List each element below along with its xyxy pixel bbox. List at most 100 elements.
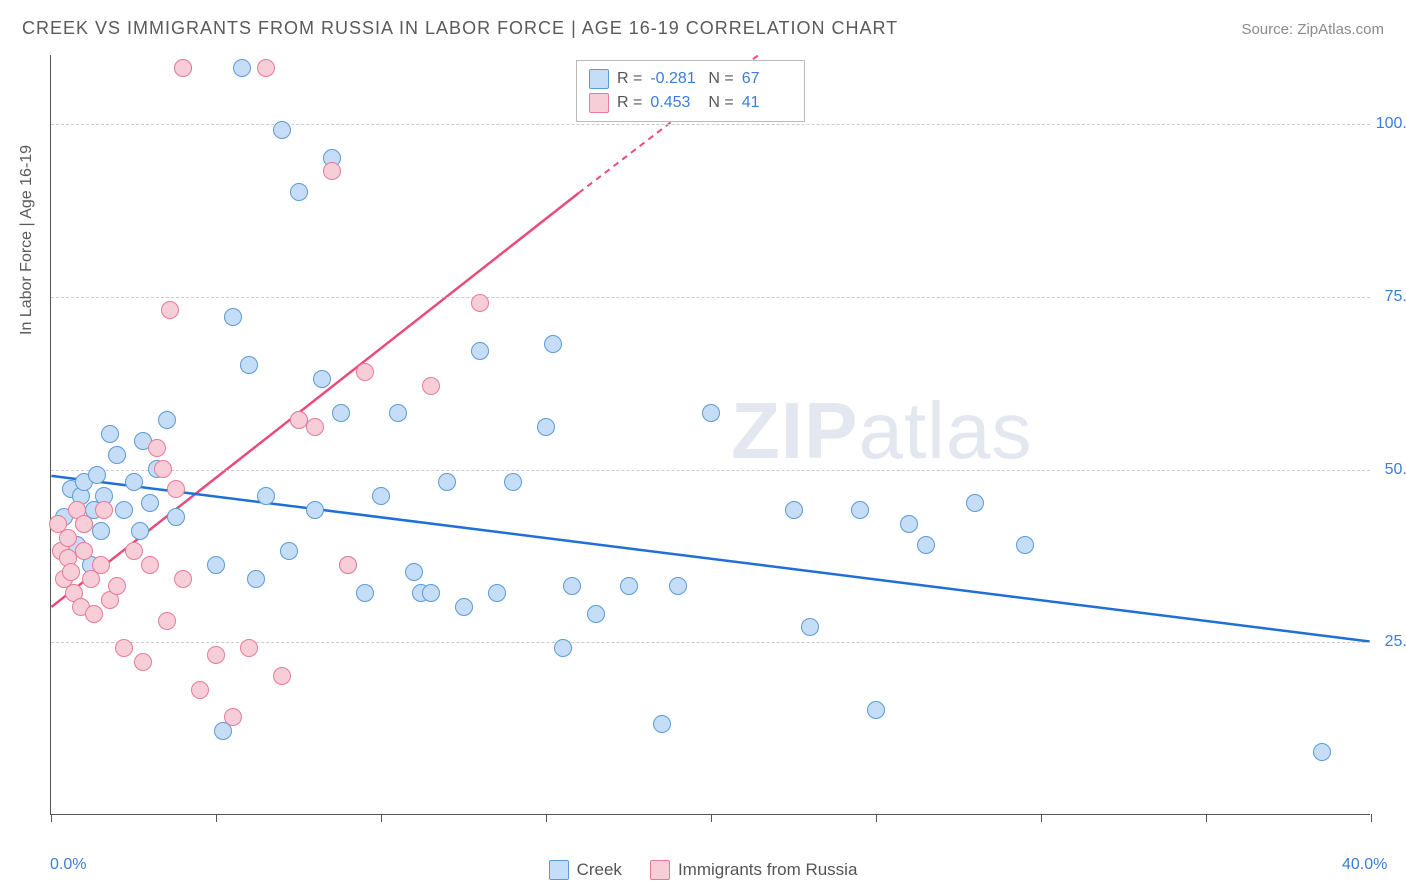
data-point	[92, 522, 110, 540]
data-point	[389, 404, 407, 422]
data-point	[900, 515, 918, 533]
data-point	[587, 605, 605, 623]
data-point	[158, 612, 176, 630]
data-point	[95, 501, 113, 519]
stat-n-label: N =	[708, 91, 733, 115]
data-point	[108, 577, 126, 595]
ytick-label: 25.0%	[1375, 633, 1406, 651]
data-point	[702, 404, 720, 422]
data-point	[167, 508, 185, 526]
ytick-label: 75.0%	[1375, 288, 1406, 306]
xtick	[711, 814, 712, 822]
data-point	[141, 556, 159, 574]
data-point	[306, 501, 324, 519]
data-point	[131, 522, 149, 540]
data-point	[233, 59, 251, 77]
trend-lines	[51, 55, 1370, 814]
xtick	[1206, 814, 1207, 822]
data-point	[88, 466, 106, 484]
data-point	[313, 370, 331, 388]
data-point	[134, 653, 152, 671]
data-point	[75, 515, 93, 533]
chart-source: Source: ZipAtlas.com	[1241, 21, 1384, 38]
data-point	[471, 294, 489, 312]
data-point	[356, 584, 374, 602]
data-point	[240, 639, 258, 657]
data-point	[1313, 743, 1331, 761]
legend-stats: R = -0.281N = 67R = 0.453 N = 41	[576, 60, 805, 122]
stat-r-value: 0.453	[650, 91, 700, 115]
data-point	[290, 183, 308, 201]
data-point	[148, 439, 166, 457]
data-point	[422, 377, 440, 395]
data-point	[332, 404, 350, 422]
data-point	[801, 618, 819, 636]
data-point	[273, 667, 291, 685]
gridline-h	[51, 470, 1370, 471]
xtick	[1041, 814, 1042, 822]
data-point	[158, 411, 176, 429]
data-point	[191, 681, 209, 699]
data-point	[280, 542, 298, 560]
chart-title: CREEK VS IMMIGRANTS FROM RUSSIA IN LABOR…	[22, 18, 898, 39]
data-point	[306, 418, 324, 436]
data-point	[356, 363, 374, 381]
stat-n-value: 67	[742, 67, 792, 91]
data-point	[966, 494, 984, 512]
data-point	[257, 59, 275, 77]
plot-area: ZIPatlas 25.0%50.0%75.0%100.0%R = -0.281…	[50, 55, 1370, 815]
stat-r-label: R =	[617, 67, 642, 91]
data-point	[125, 473, 143, 491]
swatch-creek	[549, 860, 569, 880]
legend-label-russia: Immigrants from Russia	[678, 860, 857, 880]
legend-item-creek: Creek	[549, 860, 622, 880]
data-point	[62, 563, 80, 581]
data-point	[273, 121, 291, 139]
data-point	[323, 162, 341, 180]
xtick-label: 0.0%	[50, 856, 86, 874]
swatch-icon	[589, 93, 609, 113]
stat-n-label: N =	[708, 67, 733, 91]
data-point	[554, 639, 572, 657]
data-point	[174, 570, 192, 588]
data-point	[92, 556, 110, 574]
gridline-h	[51, 297, 1370, 298]
data-point	[207, 556, 225, 574]
data-point	[488, 584, 506, 602]
legend-stats-row: R = 0.453N = 41	[589, 91, 792, 115]
data-point	[851, 501, 869, 519]
xtick	[381, 814, 382, 822]
data-point	[544, 335, 562, 353]
gridline-h	[51, 124, 1370, 125]
data-point	[471, 342, 489, 360]
data-point	[141, 494, 159, 512]
legend-item-russia: Immigrants from Russia	[650, 860, 857, 880]
data-point	[1016, 536, 1034, 554]
data-point	[167, 480, 185, 498]
ytick-label: 50.0%	[1375, 461, 1406, 479]
chart-header: CREEK VS IMMIGRANTS FROM RUSSIA IN LABOR…	[22, 18, 1384, 39]
xtick	[546, 814, 547, 822]
data-point	[438, 473, 456, 491]
watermark-rest: atlas	[858, 386, 1032, 475]
data-point	[240, 356, 258, 374]
data-point	[59, 529, 77, 547]
data-point	[290, 411, 308, 429]
data-point	[563, 577, 581, 595]
data-point	[247, 570, 265, 588]
legend-stats-row: R = -0.281N = 67	[589, 67, 792, 91]
swatch-icon	[589, 69, 609, 89]
stat-n-value: 41	[742, 91, 792, 115]
swatch-russia	[650, 860, 670, 880]
data-point	[653, 715, 671, 733]
data-point	[339, 556, 357, 574]
data-point	[75, 542, 93, 560]
xtick-label: 40.0%	[1342, 856, 1387, 874]
data-point	[455, 598, 473, 616]
ytick-label: 100.0%	[1375, 115, 1406, 133]
data-point	[620, 577, 638, 595]
watermark-bold: ZIP	[731, 386, 858, 475]
data-point	[174, 59, 192, 77]
data-point	[115, 501, 133, 519]
data-point	[669, 577, 687, 595]
